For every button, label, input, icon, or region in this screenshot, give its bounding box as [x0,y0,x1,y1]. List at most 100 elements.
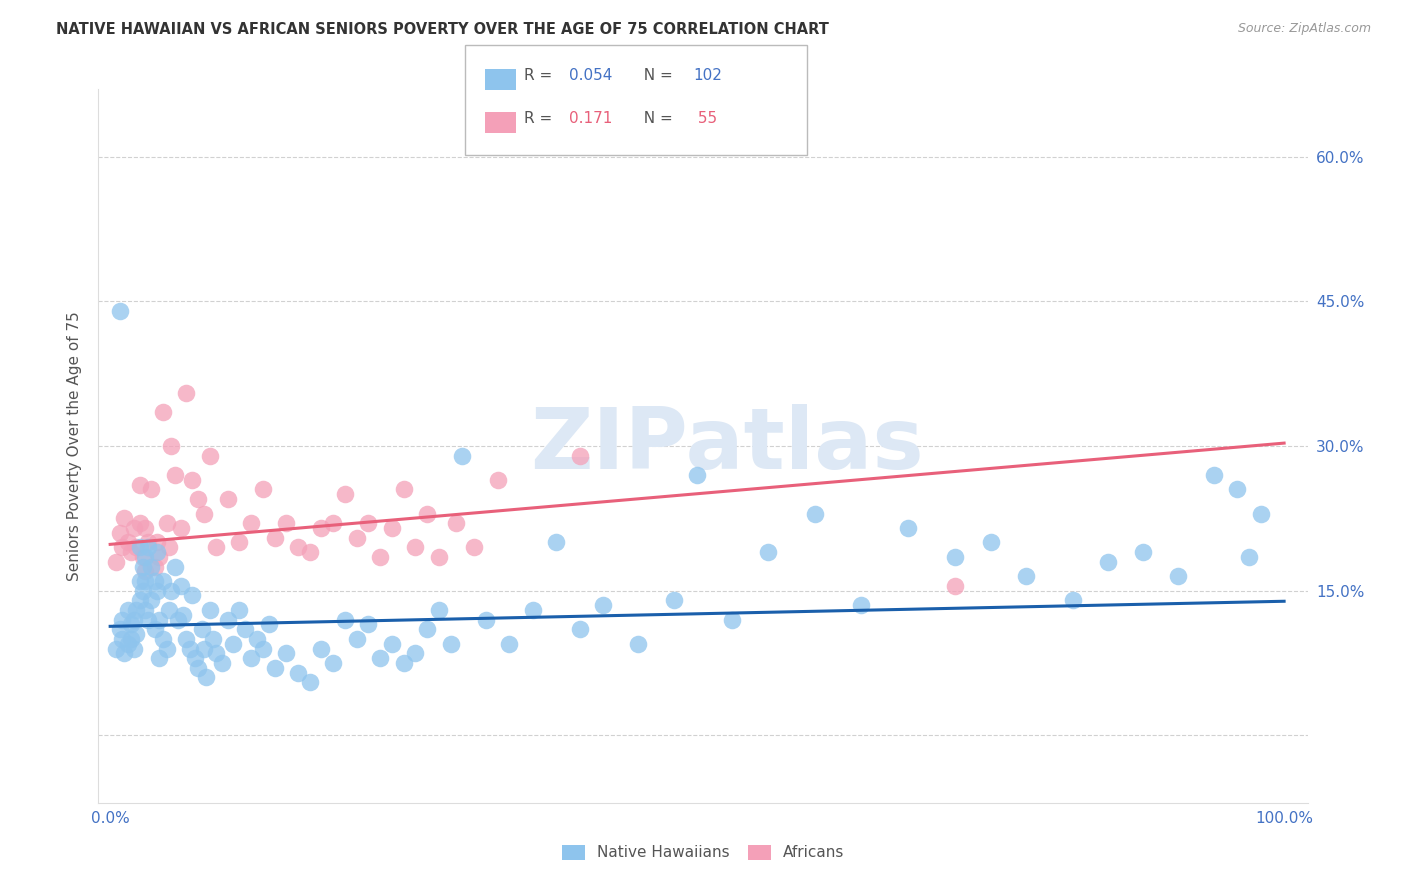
Point [134,565,156,579]
Point [143,622,166,636]
Point [183,651,205,665]
Point [381,521,404,535]
Point [198,449,221,463]
Text: 0.054: 0.054 [569,69,613,83]
Point [146,535,169,549]
Point [190,622,212,636]
Point [136,535,159,549]
Point [163,559,186,574]
Point [125,541,148,555]
Point [122,641,145,656]
Point [155,641,177,656]
Point [276,516,298,530]
Point [803,507,825,521]
Point [1097,555,1119,569]
Point [176,632,198,646]
Point [980,535,1002,549]
Point [1062,593,1084,607]
Point [522,603,544,617]
Point [217,613,239,627]
Point [111,541,134,555]
Point [128,477,150,491]
Point [148,651,170,665]
Point [945,579,967,593]
Point [204,646,226,660]
Point [851,598,873,612]
Point [368,651,391,665]
Point [111,613,134,627]
Point [211,656,233,670]
Point [141,483,163,497]
Point [148,613,170,627]
Point [125,627,148,641]
Point [222,637,245,651]
Point [322,516,344,530]
Point [627,637,650,651]
Point [1132,545,1154,559]
Point [897,521,920,535]
Point [381,637,404,651]
Point [228,535,250,549]
Point [686,467,709,482]
Point [152,405,174,419]
Text: R =: R = [524,69,558,83]
Point [287,665,309,680]
Point [132,549,155,564]
Point [193,507,215,521]
Point [128,516,150,530]
Point [108,304,131,318]
Point [592,598,614,612]
Point [128,574,150,588]
Point [167,613,190,627]
Point [721,613,744,627]
Point [217,491,239,506]
Point [141,559,163,574]
Point [451,449,474,463]
Point [202,632,225,646]
Point [157,541,180,555]
Point [136,613,159,627]
Point [1226,483,1249,497]
Point [276,646,298,660]
Point [105,641,128,656]
Point [108,525,131,540]
Point [486,473,509,487]
Point [157,603,180,617]
Point [163,467,186,482]
Point [134,521,156,535]
Point [112,646,135,660]
Point [117,535,139,549]
Point [187,491,209,506]
Point [120,545,142,559]
Point [1202,467,1225,482]
Y-axis label: Seniors Poverty Over the Age of 75: Seniors Poverty Over the Age of 75 [67,311,83,581]
Point [1167,569,1189,583]
Point [475,613,498,627]
Text: N =: N = [634,69,678,83]
Point [1250,507,1272,521]
Point [392,483,415,497]
Point [427,603,450,617]
Point [246,632,269,646]
Point [298,675,321,690]
Legend: Native Hawaiians, Africans: Native Hawaiians, Africans [555,838,851,866]
Point [252,641,274,656]
Point [233,622,256,636]
Point [112,511,135,525]
Point [111,632,134,646]
Point [187,661,209,675]
Point [416,507,439,521]
Point [128,593,150,607]
Point [346,632,368,646]
Point [240,651,263,665]
Point [152,574,174,588]
Point [263,661,285,675]
Point [311,641,333,656]
Text: ZIPatlas: ZIPatlas [530,404,924,488]
Point [1015,569,1038,583]
Point [132,583,155,598]
Point [257,617,280,632]
Point [125,603,148,617]
Point [311,521,333,535]
Point [756,545,779,559]
